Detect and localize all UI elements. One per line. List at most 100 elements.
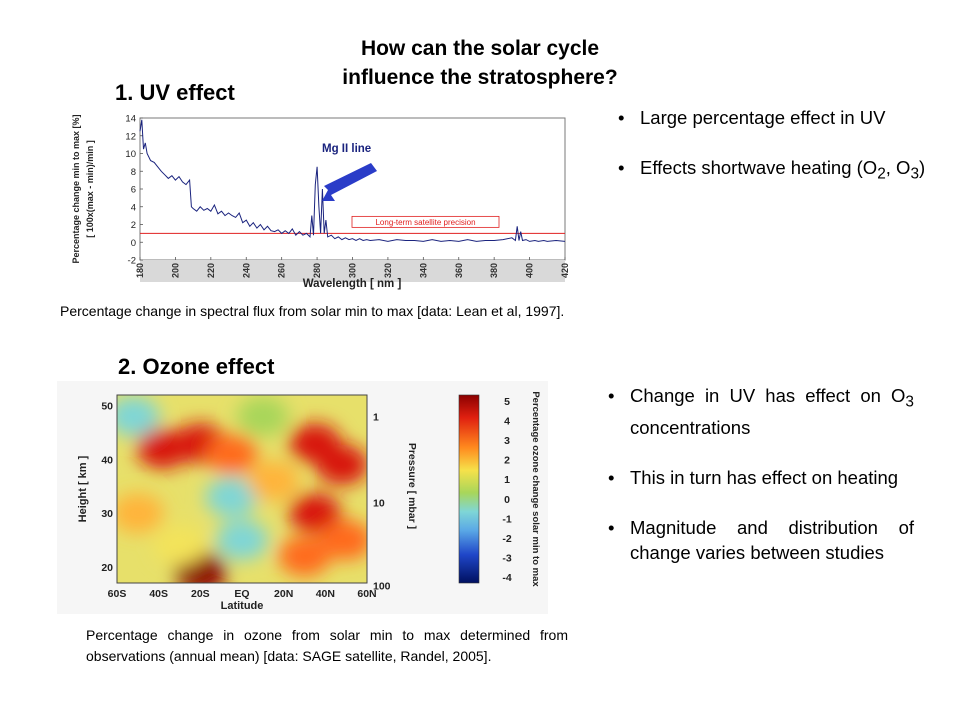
bullet-list-ozone: • Change in UV has effect on O3 concentr… <box>608 383 914 590</box>
heatmap-pressure-axis-title: Pressure [ mbar ] <box>406 443 418 529</box>
uv-x-tick-label: 420 <box>560 263 570 278</box>
uv-x-tick-label: 300 <box>348 263 358 278</box>
uv-y-tick-label: 6 <box>131 185 136 196</box>
heatmap-y-tick-label: 30 <box>101 508 113 520</box>
heatmap-colorbar-tick-label: 2 <box>504 455 510 467</box>
bullet-dot: • <box>608 466 615 488</box>
bullet-item: • Change in UV has effect on O3 concentr… <box>608 383 914 440</box>
uv-x-tick-label: 240 <box>241 263 251 278</box>
section-heading-uv: 1. UV effect <box>115 80 235 105</box>
uv-x-tick-label: 200 <box>170 263 180 278</box>
heatmap-blobs <box>117 396 367 583</box>
caption-ozone-chart: Percentage change in ozone from solar mi… <box>86 627 568 664</box>
heatmap-cell <box>288 493 341 534</box>
uv-x-tick-label: 220 <box>206 263 216 278</box>
heatmap-pressure-tick-label: 100 <box>373 581 391 593</box>
heatmap-colorbar-tick-label: -4 <box>502 572 511 584</box>
section-heading-ozone: 2. Ozone effect <box>118 354 275 379</box>
uv-spectrum-chart: 180 200 220 240 260 280 300 320 340 360 380 400 4201… <box>71 114 570 291</box>
heatmap-y-tick-label: 40 <box>101 454 113 466</box>
heatmap-y-tick-label: 50 <box>101 401 113 413</box>
heatmap-cell <box>117 493 164 534</box>
bullet-list-uv: • Large percentage effect in UV • Effect… <box>618 105 926 212</box>
caption-uv-chart: Percentage change in spectral flux from … <box>60 303 565 319</box>
bullet-text: Effects shortwave heating (O2, O3) <box>640 157 926 183</box>
uv-y-tick-label: 2 <box>131 220 136 231</box>
bullet-item: • Magnitude and distribution of change v… <box>608 515 914 565</box>
heatmap-x-tick-label: 20S <box>191 588 210 600</box>
heatmap-colorbar-tick-label: 0 <box>504 494 510 506</box>
heatmap-colorbar-tick-label: -3 <box>502 552 511 564</box>
uv-x-tick-label: 380 <box>489 263 499 278</box>
heatmap-cell <box>278 536 331 577</box>
heatmap-colorbar-title: Percentage ozone change solar min to max <box>530 391 541 587</box>
slide-title-line-1: How can the solar cycle <box>360 37 600 60</box>
uv-y-tick-label: -2 <box>128 256 136 267</box>
bullet-text: This in turn has effect on heating <box>630 466 899 488</box>
heatmap-pressure-tick-label: 10 <box>373 497 385 509</box>
heatmap-colorbar-tick-label: -2 <box>502 533 511 545</box>
bullet-dot: • <box>618 157 625 178</box>
bullet-text: Magnitude and distribution of change var… <box>630 516 914 563</box>
uv-mg-line-label: Mg II line <box>322 143 371 155</box>
bullet-item: • Effects shortwave heating (O2, O3) <box>618 155 926 187</box>
uv-series-line <box>139 119 566 242</box>
uv-y-axis-title-line-2: [ 100x(max - min)/min ] <box>85 140 95 238</box>
heatmap-cell <box>247 460 300 501</box>
bullet-text: Change in UV has effect on O3 concentrat… <box>630 385 914 438</box>
uv-y-tick-label: 8 <box>131 167 136 178</box>
uv-x-tick-label: 360 <box>454 263 464 278</box>
heatmap-colorbar-tick-label: 1 <box>504 474 510 486</box>
slide-title: How can the solar cycle influence the st… <box>240 34 720 92</box>
bullet-text: Large percentage effect in UV <box>640 107 886 128</box>
uv-y-axis-title-line-1: Percentage change min to max [%] <box>71 114 81 263</box>
heatmap-colorbar-tick-label: 3 <box>504 435 510 447</box>
heatmap-colorbar-tick-label: -1 <box>502 513 511 525</box>
uv-plot-frame <box>139 117 566 261</box>
bullet-dot: • <box>618 107 625 128</box>
ozone-heatmap-chart: 60S 40S 20S EQ 20N 40N 60NLatitude50403020Heig… <box>57 381 548 614</box>
uv-y-tick-label: 0 <box>131 238 136 249</box>
bullet-dot: • <box>608 516 615 538</box>
uv-x-tick-band <box>140 260 565 282</box>
slide-title-line-2: influence the stratosphere? <box>342 66 618 89</box>
heatmap-x-tick-label: 60S <box>108 588 127 600</box>
heatmap-y-axis-title: Height [ km ] <box>77 455 89 522</box>
heatmap-colorbar-tick-label: 4 <box>504 416 510 428</box>
heatmap-field <box>117 395 367 583</box>
heatmap-cell <box>153 525 206 566</box>
heatmap-cell <box>236 396 289 437</box>
uv-x-tick-label: 280 <box>312 263 322 278</box>
heatmap-pressure-tick-label: 1 <box>373 411 379 423</box>
heatmap-cell <box>320 520 367 561</box>
uv-y-tick-label: 14 <box>125 114 136 125</box>
uv-x-tick-label: 180 <box>135 263 145 278</box>
heatmap-colorbar <box>458 394 480 584</box>
heatmap-cell <box>216 520 268 561</box>
uv-x-tick-label: 320 <box>383 263 393 278</box>
uv-x-axis-title: Wavelength [ nm ] <box>303 278 402 290</box>
heatmap-x-tick-label: 40N <box>316 588 335 600</box>
bullet-item: • Large percentage effect in UV <box>618 105 926 130</box>
heatmap-cell <box>205 477 258 518</box>
uv-x-tick-label: 260 <box>277 263 287 278</box>
bullet-dot: • <box>608 385 615 406</box>
heatmap-x-tick-label: EQ <box>234 588 249 600</box>
uv-y-tick-label: 4 <box>131 202 136 213</box>
heatmap-x-tick-label: 20N <box>274 588 293 600</box>
uv-precision-box <box>351 215 500 228</box>
heatmap-x-tick-label: 60N <box>357 588 376 600</box>
uv-y-tick-label: 12 <box>125 131 136 142</box>
heatmap-y-tick-label: 20 <box>101 562 113 574</box>
heatmap-cell <box>205 434 258 475</box>
uv-x-tick-label: 340 <box>418 263 428 278</box>
uv-y-tick-label: 10 <box>125 149 136 160</box>
heatmap-cell <box>316 444 367 485</box>
uv-precision-label: Long-term satellite precision <box>375 218 475 227</box>
heatmap-x-tick-label: 40S <box>149 588 168 600</box>
heatmap-cell <box>117 396 160 437</box>
uv-x-tick-label: 400 <box>525 263 535 278</box>
heatmap-frame <box>116 394 368 584</box>
uv-mg-arrow-icon <box>322 163 377 201</box>
heatmap-x-axis-title: Latitude <box>221 600 264 612</box>
